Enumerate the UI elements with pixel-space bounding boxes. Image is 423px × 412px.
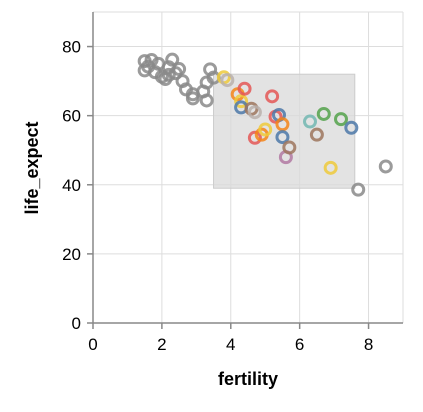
y-tick-label: 60 [62, 107, 81, 126]
data-point [275, 130, 290, 145]
x-tick-label: 8 [364, 335, 373, 354]
y-tick-label: 40 [62, 176, 81, 195]
data-point [309, 127, 324, 142]
y-tick-label: 80 [62, 38, 81, 57]
data-point [334, 112, 348, 127]
data-point [258, 122, 273, 137]
data-point [244, 101, 259, 116]
data-point [237, 81, 252, 96]
data-point [282, 140, 297, 155]
data-point [144, 53, 159, 68]
data-point [185, 91, 200, 106]
data-point [303, 114, 317, 129]
data-point [247, 130, 262, 145]
data-point [344, 120, 359, 135]
data-point [323, 160, 338, 175]
x-tick-label: 2 [157, 335, 166, 354]
data-point [275, 117, 290, 132]
data-point [161, 67, 176, 82]
x-tick-label: 0 [88, 335, 97, 354]
data-point [351, 182, 366, 197]
data-point [247, 105, 262, 120]
y-axis-title: life_expect [22, 121, 42, 214]
x-axis-title: fertility [218, 369, 278, 389]
data-point [316, 106, 331, 121]
y-tick-label: 0 [72, 314, 81, 333]
y-tick-label: 20 [62, 245, 81, 264]
data-point [234, 94, 249, 109]
data-point [220, 73, 235, 88]
x-tick-label: 4 [226, 335, 235, 354]
x-tick-label: 6 [295, 335, 304, 354]
data-points [137, 52, 393, 197]
data-point [378, 159, 393, 174]
data-point [165, 52, 180, 67]
data-point [265, 89, 280, 104]
data-point [172, 62, 187, 77]
data-point [199, 93, 214, 108]
